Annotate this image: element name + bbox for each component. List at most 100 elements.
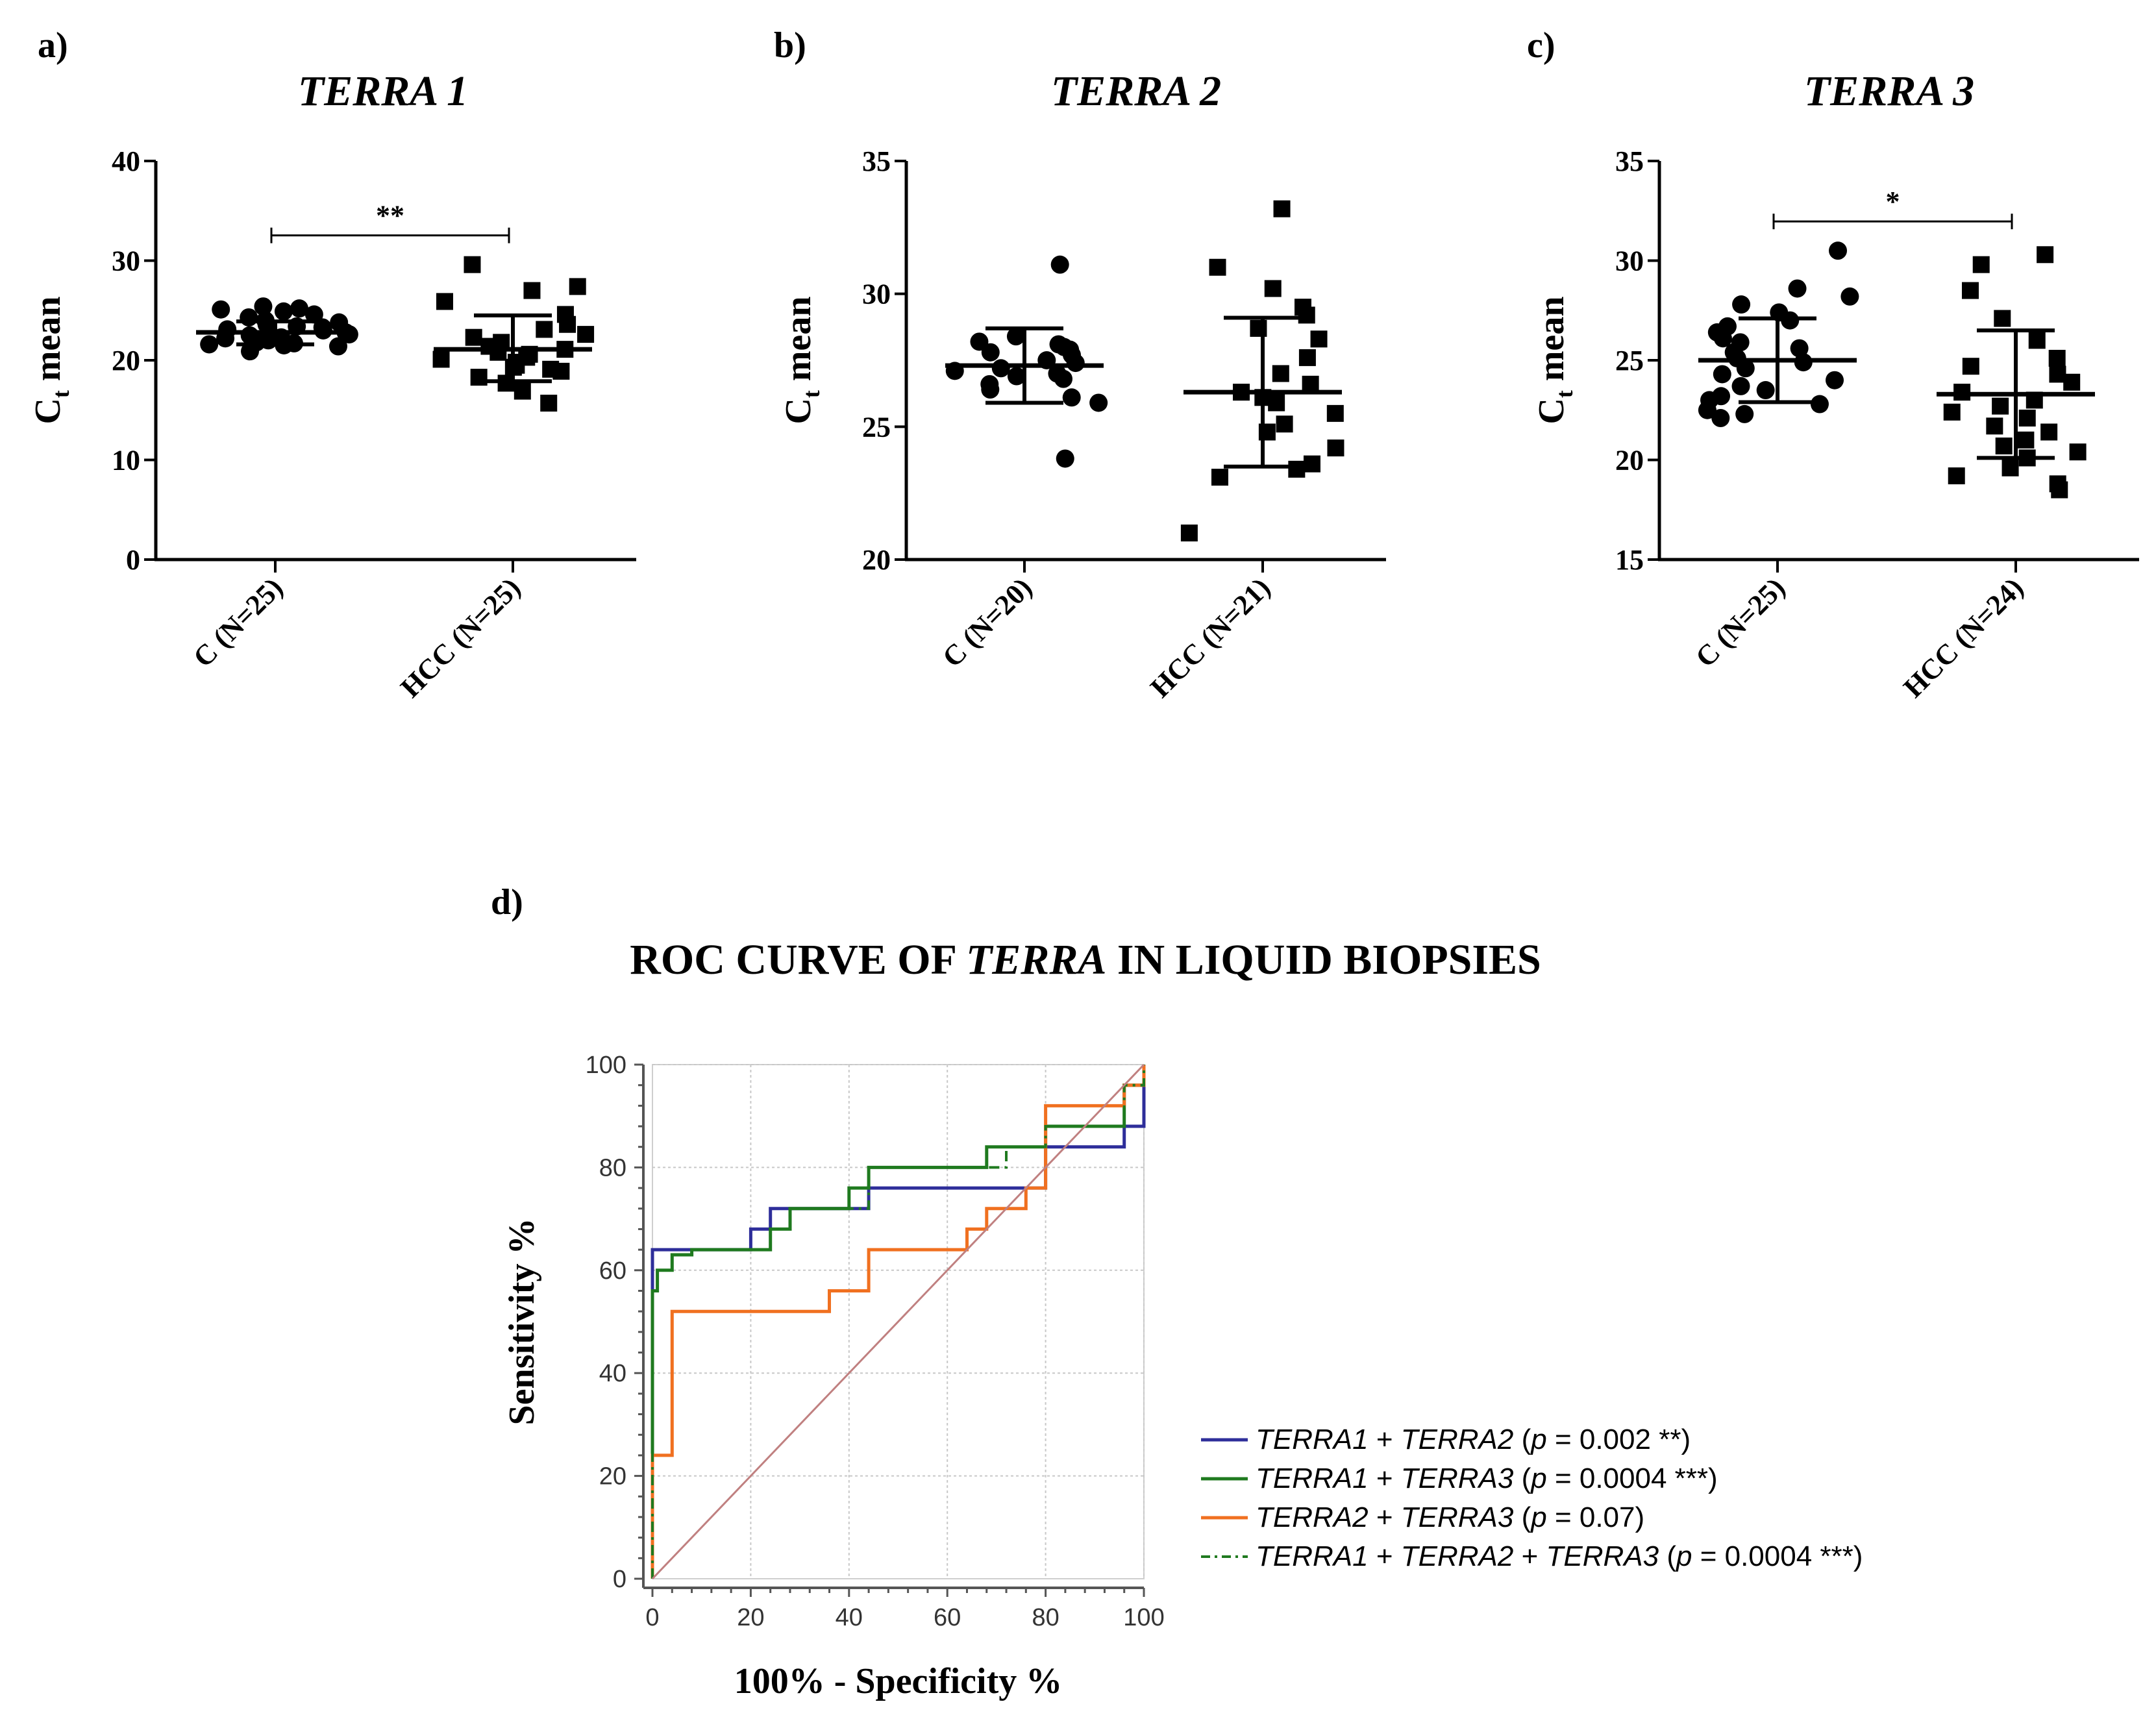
data-point <box>1731 377 1750 395</box>
data-point <box>1264 280 1282 297</box>
data-point <box>540 395 558 412</box>
y-tick-label: 25 <box>862 411 891 443</box>
data-point <box>1298 349 1316 366</box>
roc-panel: d) ROC CURVE OF TERRA IN LIQUID BIOPSIES 0… <box>491 882 1863 1701</box>
data-point <box>1050 255 1069 274</box>
panel-b: b) TERRA 2 20 25 30 35 Ct mean C (N=20) HCC (N=2… <box>774 25 1386 704</box>
significance-stars: * <box>1886 186 1900 217</box>
data-point <box>2018 410 2036 427</box>
x-tick-label: 60 <box>934 1604 961 1631</box>
data-point <box>1211 469 1228 486</box>
data-point <box>330 313 349 332</box>
data-point <box>1995 438 2013 455</box>
data-point <box>2017 431 2035 449</box>
data-point <box>1048 364 1067 383</box>
data-point <box>1062 388 1081 407</box>
y-tick-label: 30 <box>1615 245 1644 277</box>
x-tick-label: HCC (N=24) <box>1897 571 2029 704</box>
panel-title: TERRA 3 <box>1804 68 1974 115</box>
data-point <box>2063 373 2081 391</box>
data-point <box>1948 467 1965 485</box>
y-tick-label: 10 <box>112 445 140 476</box>
data-point <box>577 326 595 343</box>
x-tick-label: 80 <box>1032 1604 1059 1631</box>
data-point <box>240 326 259 345</box>
data-point <box>1056 449 1074 468</box>
data-point <box>2001 459 2019 476</box>
data-point <box>432 351 450 368</box>
y-tick-label: 15 <box>1615 544 1644 576</box>
data-point <box>569 278 586 295</box>
data-point <box>1049 335 1068 354</box>
panel-c: c) TERRA 3 15 20 25 30 35 Ct mean C (N=25) HCC (N… <box>1527 25 2139 704</box>
y-tick-label: 80 <box>599 1154 626 1181</box>
data-point <box>1310 330 1328 348</box>
data-point <box>254 297 273 316</box>
data-point <box>1756 381 1775 400</box>
y-axis-label: Ct mean <box>28 296 74 424</box>
legend: TERRA1 + TERRA2 (p = 0.002 **) TERRA1 + T… <box>1201 1424 1863 1572</box>
data-point <box>1209 258 1226 276</box>
data-point <box>1790 339 1809 358</box>
data-point <box>1943 403 1961 421</box>
data-point <box>542 360 560 378</box>
y-tick-label: 100 <box>586 1052 626 1079</box>
y-tick-label: 20 <box>862 544 891 576</box>
x-tick-label: C (N=25) <box>187 571 289 673</box>
data-point <box>1735 404 1754 423</box>
legend-entry: TERRA1 + TERRA3 (p = 0.0004 ***) <box>1256 1463 1718 1494</box>
data-point <box>1302 375 1319 393</box>
data-point <box>436 293 453 310</box>
data-point <box>1295 299 1312 316</box>
y-tick-label: 40 <box>599 1360 626 1387</box>
roc-curve <box>651 1065 1145 1579</box>
y-tick-label: 20 <box>1615 445 1644 476</box>
data-point <box>2037 246 2054 264</box>
panel-title: TERRA 2 <box>1051 68 1221 115</box>
data-point <box>1962 358 1979 375</box>
data-point <box>1992 397 2009 415</box>
y-tick-label: 0 <box>126 544 140 576</box>
panel-label: c) <box>1527 25 1555 66</box>
y-tick-label: 40 <box>112 145 140 177</box>
data-point <box>1731 333 1750 352</box>
data-point <box>536 321 553 338</box>
y-tick-label: 30 <box>862 278 891 310</box>
x-tick-label: C (N=25) <box>1689 571 1791 673</box>
data-point <box>241 342 260 361</box>
data-point <box>1303 455 1320 473</box>
data-point <box>1718 317 1737 336</box>
data-point <box>1288 460 1306 478</box>
roc-curve <box>651 1065 1146 1579</box>
data-point <box>1326 404 1344 422</box>
data-point <box>2069 443 2087 461</box>
data-point <box>1276 415 1293 433</box>
data-point <box>2028 332 2046 349</box>
panel-label: b) <box>774 25 806 66</box>
data-point <box>991 359 1010 378</box>
significance-stars: ** <box>376 200 404 232</box>
data-point <box>1007 367 1026 386</box>
data-point <box>1840 287 1859 306</box>
data-point <box>1961 282 1979 299</box>
data-point <box>1810 395 1829 414</box>
data-point <box>290 299 309 318</box>
data-point <box>200 335 219 354</box>
x-tick-label: HCC (N=21) <box>1144 571 1276 704</box>
data-point <box>980 375 999 393</box>
data-point <box>1089 393 1108 412</box>
y-tick-label: 35 <box>1615 145 1644 177</box>
data-point <box>218 320 237 339</box>
data-point <box>328 337 347 356</box>
data-point <box>1711 409 1730 428</box>
legend-entry: TERRA1 + TERRA2 + TERRA3 (p = 0.0004 ***… <box>1256 1540 1863 1572</box>
reference-line <box>651 1063 1145 1580</box>
data-point <box>1273 200 1291 217</box>
y-tick-label: 20 <box>599 1463 626 1490</box>
roc-curve <box>651 1065 1146 1579</box>
data-point <box>2048 349 2066 367</box>
data-point <box>1986 417 2003 435</box>
data-point <box>1712 387 1731 406</box>
x-tick-label: 100 <box>1123 1604 1164 1631</box>
data-point <box>1006 327 1025 346</box>
